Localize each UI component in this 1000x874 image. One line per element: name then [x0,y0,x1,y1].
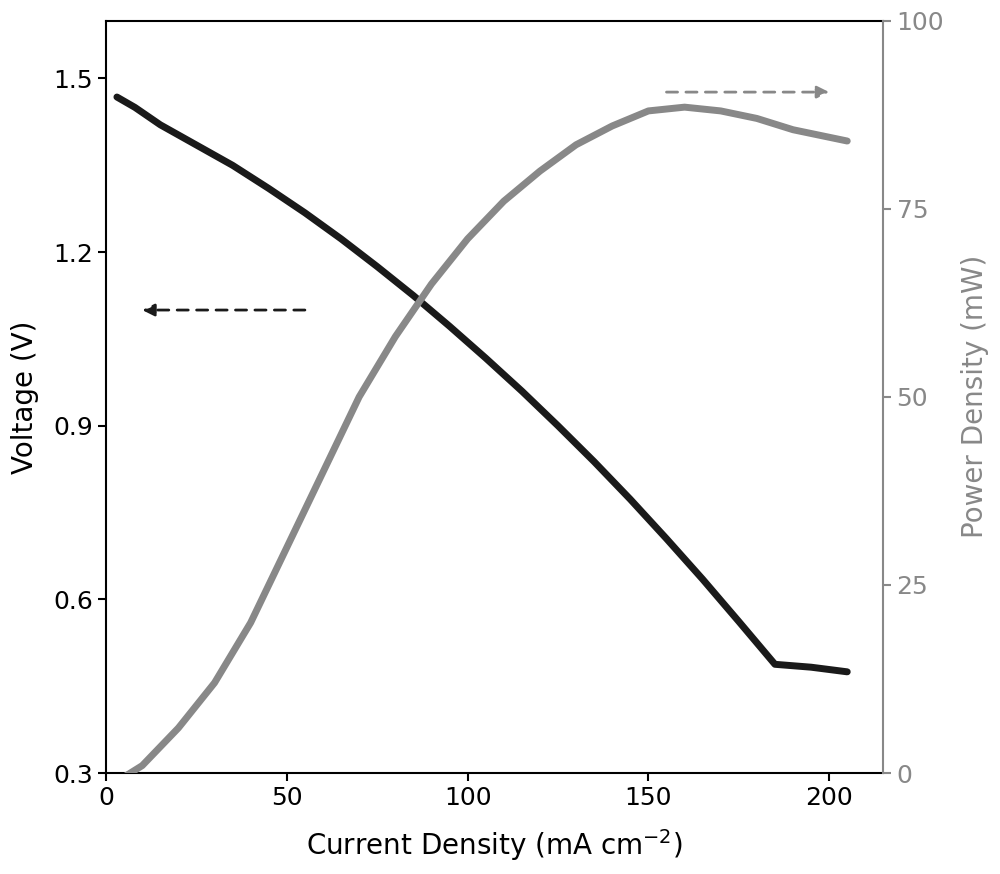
Y-axis label: Voltage (V): Voltage (V) [11,320,39,474]
Y-axis label: Power Density (mW): Power Density (mW) [961,255,989,538]
X-axis label: Current Density (mA cm$^{-2}$): Current Density (mA cm$^{-2}$) [306,827,683,863]
